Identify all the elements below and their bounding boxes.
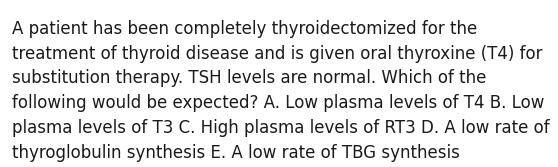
Text: following would be expected? A. Low plasma levels of T4 B. Low: following would be expected? A. Low plas… <box>12 94 545 112</box>
Text: substitution therapy. TSH levels are normal. Which of the: substitution therapy. TSH levels are nor… <box>12 69 487 88</box>
Text: A patient has been completely thyroidectomized for the: A patient has been completely thyroidect… <box>12 20 478 38</box>
Text: thyroglobulin synthesis E. A low rate of TBG synthesis: thyroglobulin synthesis E. A low rate of… <box>12 144 460 162</box>
Text: treatment of thyroid disease and is given oral thyroxine (T4) for: treatment of thyroid disease and is give… <box>12 45 543 63</box>
Text: plasma levels of T3 C. High plasma levels of RT3 D. A low rate of: plasma levels of T3 C. High plasma level… <box>12 119 550 137</box>
